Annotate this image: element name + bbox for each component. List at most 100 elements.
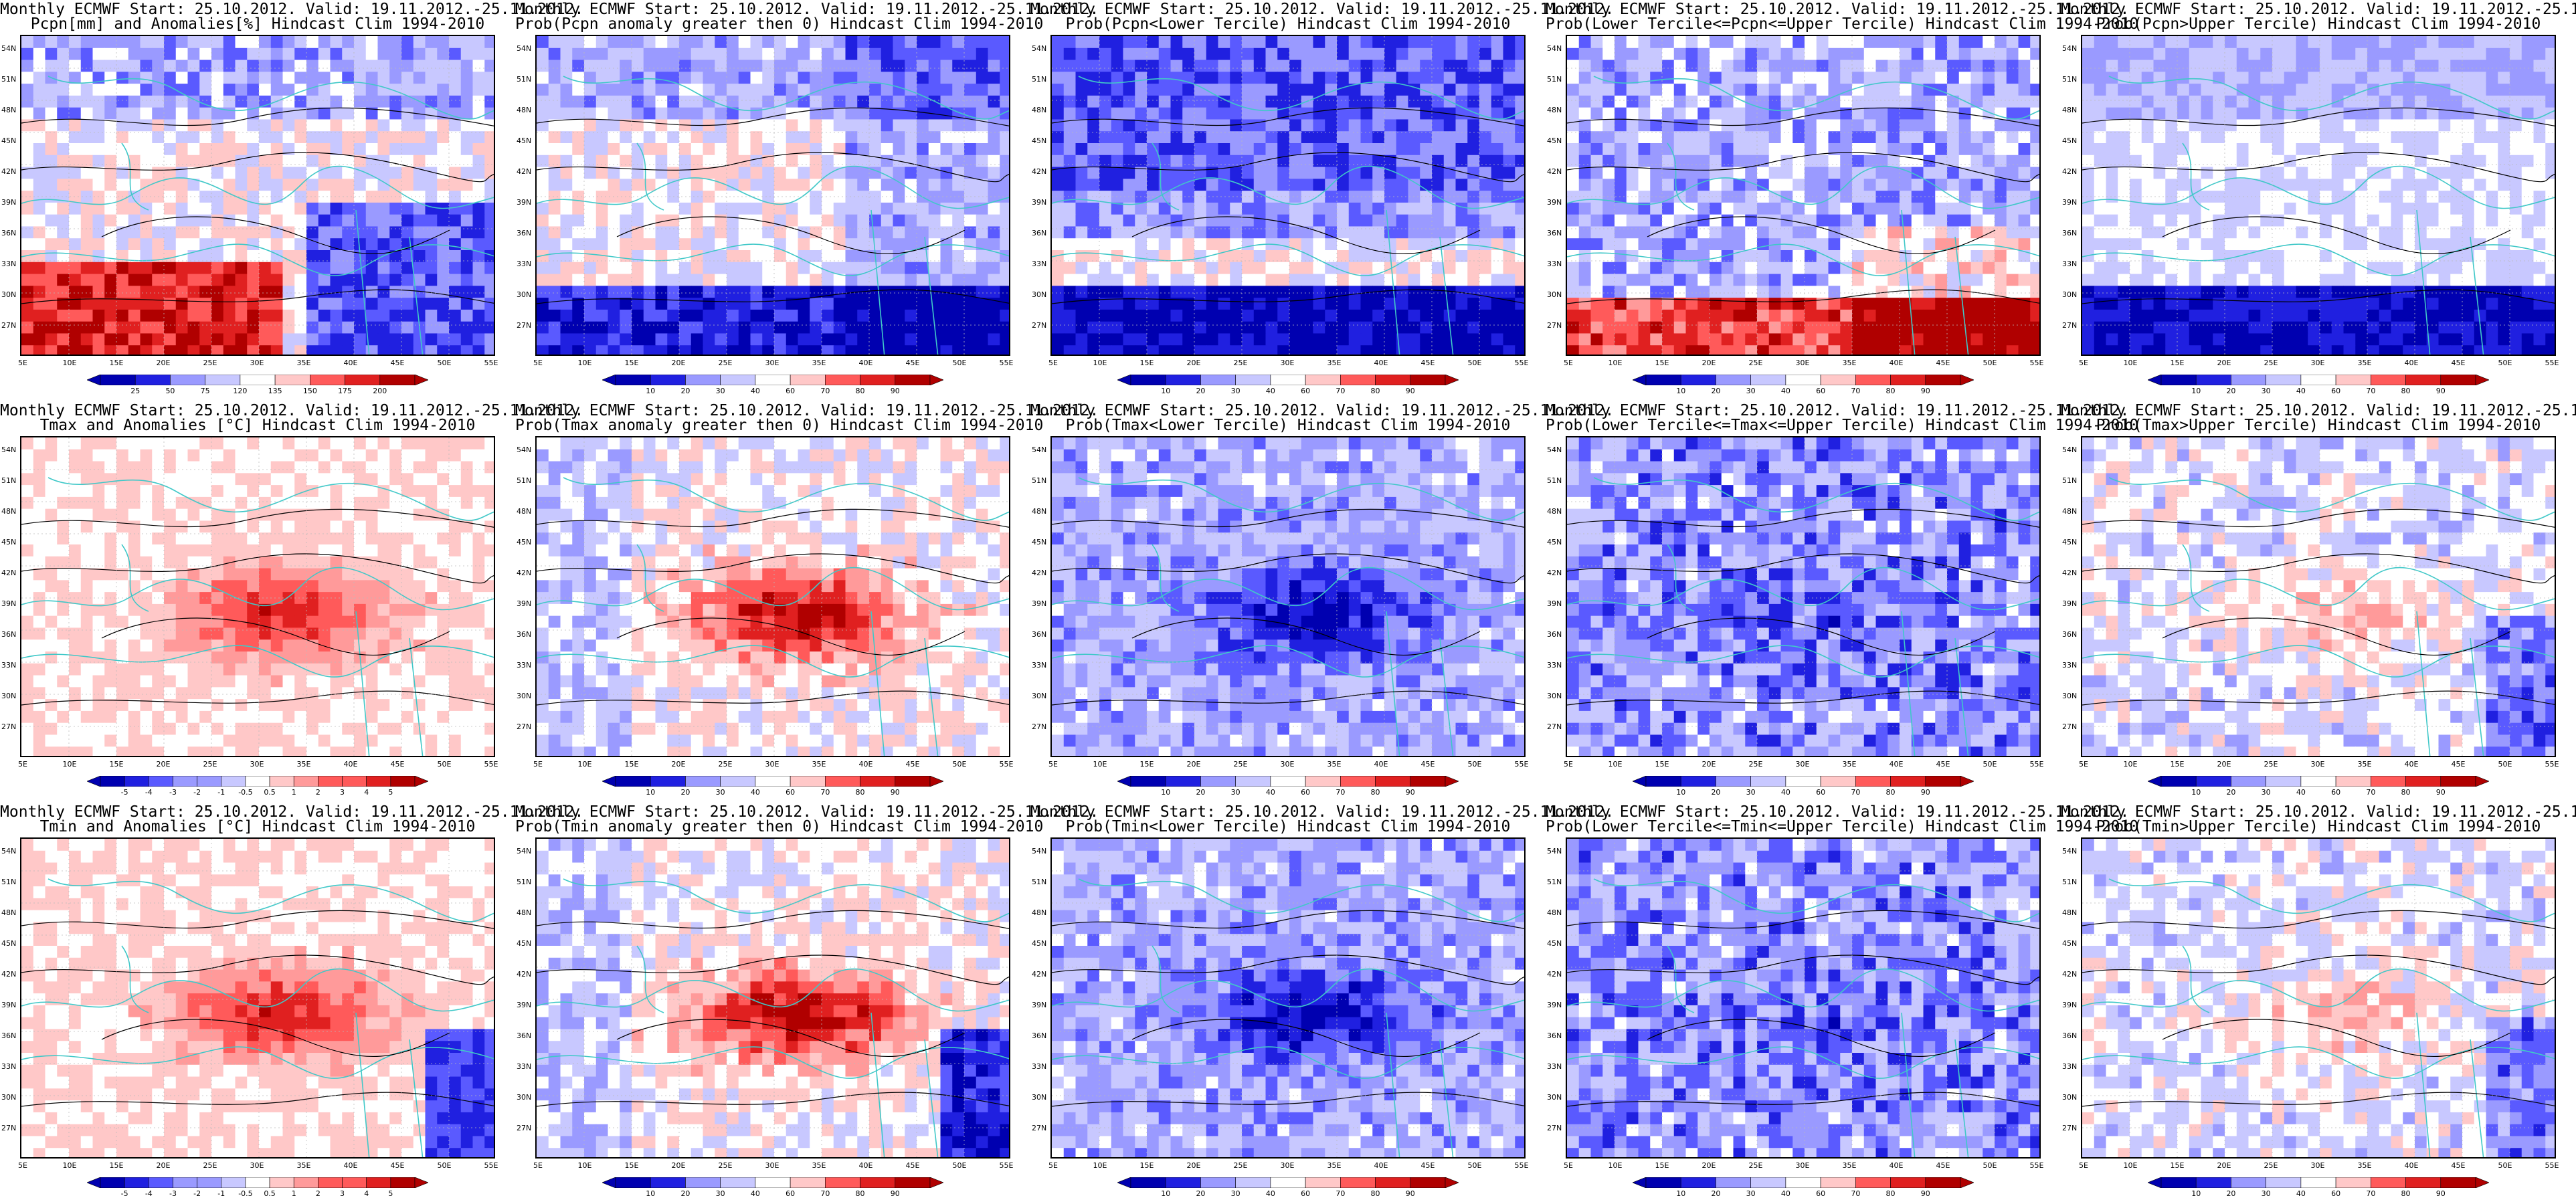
colorbar-tick-label: 70 [1851,1189,1861,1198]
longitude-tick-label: 45E [2451,760,2466,769]
panel-title-line2: Tmin and Anomalies [°C] Hindcast Clim 19… [39,818,476,835]
latitude-tick-label: 33N [1032,661,1047,670]
colorbar-tick-label: -4 [145,788,153,797]
colorbar-tick-label: 10 [1676,1189,1686,1198]
longitude-tick-label: 5E [533,1161,543,1170]
forecast-map [20,837,495,1159]
latitude-tick-label: 42N [2062,569,2078,577]
longitude-tick-label: 5E [1048,359,1058,367]
panel-title-line1: Monthly ECMWF Start: 25.10.2012. Valid: … [0,1,584,18]
map-panel: Monthly ECMWF Start: 25.10.2012. Valid: … [0,0,584,401]
latitude-tick-label: 27N [2062,1124,2078,1132]
latitude-tick-label: 45N [1547,136,1562,145]
colorbar-tick-label: 90 [2435,387,2446,395]
map-panel: Monthly ECMWF Start: 25.10.2012. Valid: … [1030,803,1614,1204]
map-panel: Monthly ECMWF Start: 25.10.2012. Valid: … [515,401,1099,803]
longitude-tick-label: 30E [1795,1161,1810,1170]
latitude-tick-label: 33N [1547,260,1562,268]
panel-title-line2: Prob(Tmax>Upper Tercile) Hindcast Clim 1… [2096,417,2541,434]
colorbar-tick-label: 50 [165,387,175,395]
longitude-tick-label: 35E [812,359,826,367]
panel-title-line1: Monthly ECMWF Start: 25.10.2012. Valid: … [0,803,584,821]
latitude-tick-label: 54N [1547,445,1562,454]
latitude-tick-label: 48N [1547,106,1562,114]
panel-title-line1: Monthly ECMWF Start: 25.10.2012. Valid: … [1546,402,2130,419]
longitude-tick-label: 5E [1564,1161,1573,1170]
colorbar [1117,375,1459,385]
map-panel: Monthly ECMWF Start: 25.10.2012. Valid: … [515,803,1099,1204]
latitude-tick-label: 51N [2062,878,2078,886]
longitude-tick-label: 20E [1186,359,1201,367]
panel-title-line2: Prob(Tmin>Upper Tercile) Hindcast Clim 1… [2096,818,2541,835]
longitude-tick-label: 5E [533,760,543,769]
colorbar [2148,1177,2489,1188]
longitude-tick-label: 25E [1233,760,1248,769]
longitude-tick-label: 10E [1093,760,1107,769]
longitude-tick-label: 50E [1983,1161,1997,1170]
colorbar-tick-label: 20 [1196,387,1206,395]
longitude-tick-label: 45E [1420,760,1435,769]
colorbar-tick-label: 80 [1370,788,1380,797]
longitude-tick-label: 15E [1655,760,1669,769]
latitude-tick-label: 39N [1547,1001,1562,1009]
latitude-tick-label: 48N [1032,908,1047,917]
latitude-tick-label: 42N [1,167,17,176]
panel-title-line2: Prob(Tmin anomaly greater then 0) Hindca… [515,818,1044,835]
latitude-tick-label: 45N [2062,939,2078,948]
colorbar-tick-label: 30 [1230,788,1240,797]
latitude-tick-label: 48N [2062,106,2078,114]
colorbar-tick-label: 20 [1711,788,1721,797]
colorbar-tick-label: 5 [388,788,393,797]
colorbar [1633,776,1974,787]
latitude-tick-label: 27N [517,1124,532,1132]
colorbar-tick-label: 30 [715,788,725,797]
latitude-tick-label: 42N [1547,970,1562,979]
latitude-tick-label: 48N [1032,507,1047,516]
longitude-tick-label: 50E [2498,1161,2512,1170]
longitude-tick-label: 20E [2217,1161,2231,1170]
colorbar-tick-label: 40 [1265,387,1275,395]
longitude-tick-label: 5E [2079,359,2088,367]
colorbar-tick-label: 90 [1405,788,1415,797]
longitude-tick-label: 20E [156,760,171,769]
colorbar [1117,776,1459,787]
forecast-map [1566,436,2041,757]
longitude-tick-label: 5E [2079,760,2088,769]
latitude-tick-label: 30N [2062,290,2078,299]
longitude-tick-label: 15E [1655,359,1669,367]
latitude-tick-label: 30N [1547,692,1562,700]
colorbar-tick-label: 200 [373,387,387,395]
longitude-tick-label: 50E [437,760,452,769]
colorbar [87,1177,428,1188]
latitude-tick-label: 36N [2062,630,2078,639]
colorbar-tick-label: 30 [715,1189,725,1198]
colorbar-tick-label: 80 [855,387,865,395]
colorbar-tick-label: 40 [1780,788,1790,797]
latitude-tick-label: 39N [2062,198,2078,207]
map-panel: Monthly ECMWF Start: 25.10.2012. Valid: … [515,0,1099,401]
latitude-tick-label: 45N [2062,538,2078,546]
colorbar [1633,1177,1974,1188]
forecast-map [1050,35,1526,356]
forecast-map [1050,837,1526,1159]
latitude-tick-label: 30N [1547,1093,1562,1102]
latitude-tick-label: 27N [1,321,17,330]
latitude-tick-label: 33N [1,661,17,670]
colorbar-tick-label: 40 [2296,788,2306,797]
longitude-tick-label: 30E [1795,760,1810,769]
latitude-tick-label: 36N [2062,229,2078,237]
latitude-tick-label: 45N [517,538,532,546]
colorbar-tick-label: 40 [2296,387,2306,395]
colorbar [602,375,943,385]
latitude-tick-label: 36N [517,229,532,237]
longitude-tick-label: 35E [812,760,826,769]
longitude-tick-label: 55E [484,1161,498,1170]
longitude-tick-label: 20E [1701,1161,1716,1170]
longitude-tick-label: 45E [1420,1161,1435,1170]
latitude-tick-label: 51N [517,878,532,886]
longitude-tick-label: 5E [18,760,27,769]
latitude-tick-label: 39N [1547,198,1562,207]
longitude-tick-label: 40E [1374,359,1388,367]
colorbar-tick-label: 70 [2366,387,2376,395]
longitude-tick-label: 30E [250,760,264,769]
